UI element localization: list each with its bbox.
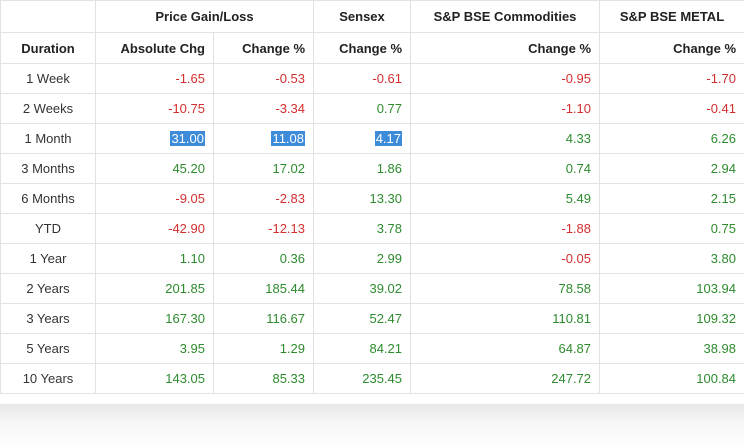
chg-cell: 116.67 bbox=[212, 303, 315, 334]
abs-cell: -42.90 bbox=[95, 213, 214, 244]
commodities-cell: 0.74 bbox=[410, 153, 601, 184]
metal-cell: 3.80 bbox=[599, 243, 744, 274]
sensex-cell: 52.47 bbox=[313, 303, 412, 334]
table-row: 2 Weeks -10.75 -3.34 0.77 -1.10 -0.41 bbox=[0, 93, 744, 124]
metal-cell: 103.94 bbox=[599, 273, 744, 304]
table-row: 2 Years 201.85 185.44 39.02 78.58 103.94 bbox=[0, 273, 744, 304]
absolute-chg-header: Absolute Chg bbox=[95, 32, 214, 64]
abs-cell: 3.95 bbox=[95, 333, 214, 364]
sensex-cell: 0.77 bbox=[313, 93, 412, 124]
metal-cell: 38.98 bbox=[599, 333, 744, 364]
sensex-cell: 13.30 bbox=[313, 183, 412, 214]
commodities-cell: 4.33 bbox=[410, 123, 601, 154]
returns-table: Price Gain/Loss Sensex S&P BSE Commoditi… bbox=[0, 0, 744, 394]
duration-cell: 1 Week bbox=[0, 63, 96, 94]
abs-cell: 143.05 bbox=[95, 363, 214, 394]
metal-cell: -0.41 bbox=[599, 93, 744, 124]
abs-cell: 201.85 bbox=[95, 273, 214, 304]
abs-cell: 1.10 bbox=[95, 243, 214, 274]
abs-cell: -10.75 bbox=[95, 93, 214, 124]
column-header-row: Duration Absolute Chg Change % Change % … bbox=[0, 32, 744, 64]
sensex-cell: 235.45 bbox=[313, 363, 412, 394]
sensex-header: Sensex bbox=[313, 0, 412, 33]
table-row: 10 Years 143.05 85.33 235.45 247.72 100.84 bbox=[0, 363, 744, 394]
selected-text[interactable]: 11.08 bbox=[271, 131, 306, 146]
table-row: 6 Months -9.05 -2.83 13.30 5.49 2.15 bbox=[0, 183, 744, 214]
abs-cell: 45.20 bbox=[95, 153, 214, 184]
chg-cell: -12.13 bbox=[212, 213, 315, 244]
metal-cell: 2.15 bbox=[599, 183, 744, 214]
metal-header: S&P BSE METAL bbox=[599, 0, 744, 33]
duration-cell: 3 Months bbox=[0, 153, 96, 184]
commodities-cell: 247.72 bbox=[410, 363, 601, 394]
sensex-cell: -0.61 bbox=[313, 63, 412, 94]
abs-cell: 167.30 bbox=[95, 303, 214, 334]
duration-cell: 1 Year bbox=[0, 243, 96, 274]
table-row: 3 Years 167.30 116.67 52.47 110.81 109.32 bbox=[0, 303, 744, 334]
table-row: YTD -42.90 -12.13 3.78 -1.88 0.75 bbox=[0, 213, 744, 244]
abs-cell: -9.05 bbox=[95, 183, 214, 214]
selected-text[interactable]: 4.17 bbox=[374, 131, 403, 146]
returns-table-container: Price Gain/Loss Sensex S&P BSE Commoditi… bbox=[0, 0, 744, 394]
table-row: 1 Week -1.65 -0.53 -0.61 -0.95 -1.70 bbox=[0, 63, 744, 94]
table-row: 5 Years 3.95 1.29 84.21 64.87 38.98 bbox=[0, 333, 744, 364]
duration-cell: YTD bbox=[0, 213, 96, 244]
sensex-cell: 4.17 bbox=[313, 123, 412, 154]
chg-cell: 11.08 bbox=[212, 123, 315, 154]
metal-cell: 0.75 bbox=[599, 213, 744, 244]
chg-cell: 185.44 bbox=[212, 273, 315, 304]
metal-change-header: Change % bbox=[599, 32, 744, 64]
duration-cell: 10 Years bbox=[0, 363, 96, 394]
change-pct-header: Change % bbox=[212, 32, 315, 64]
duration-header: Duration bbox=[0, 32, 96, 64]
commodities-cell: 110.81 bbox=[410, 303, 601, 334]
commodities-cell: -0.05 bbox=[410, 243, 601, 274]
commodities-cell: -1.88 bbox=[410, 213, 601, 244]
metal-cell: 100.84 bbox=[599, 363, 744, 394]
sensex-cell: 3.78 bbox=[313, 213, 412, 244]
duration-cell: 1 Month bbox=[0, 123, 96, 154]
price-gain-loss-header: Price Gain/Loss bbox=[94, 0, 315, 33]
commodities-cell: -0.95 bbox=[410, 63, 601, 94]
table-row: 3 Months 45.20 17.02 1.86 0.74 2.94 bbox=[0, 153, 744, 184]
commodities-cell: 64.87 bbox=[410, 333, 601, 364]
sensex-cell: 1.86 bbox=[313, 153, 412, 184]
commodities-change-header: Change % bbox=[410, 32, 601, 64]
chg-cell: 0.36 bbox=[212, 243, 315, 274]
metal-cell: 109.32 bbox=[599, 303, 744, 334]
selected-text[interactable]: 31.00 bbox=[170, 131, 205, 146]
metal-cell: 2.94 bbox=[599, 153, 744, 184]
table-row: 1 Year 1.10 0.36 2.99 -0.05 3.80 bbox=[0, 243, 744, 274]
commodities-header: S&P BSE Commodities bbox=[410, 0, 601, 33]
chg-cell: -2.83 bbox=[212, 183, 315, 214]
duration-cell: 5 Years bbox=[0, 333, 96, 364]
duration-cell: 6 Months bbox=[0, 183, 96, 214]
empty-header-cell bbox=[0, 0, 96, 33]
metal-cell: -1.70 bbox=[599, 63, 744, 94]
duration-cell: 2 Weeks bbox=[0, 93, 96, 124]
chg-cell: -3.34 bbox=[212, 93, 315, 124]
duration-cell: 3 Years bbox=[0, 303, 96, 334]
abs-cell: 31.00 bbox=[95, 123, 214, 154]
sensex-cell: 84.21 bbox=[313, 333, 412, 364]
bottom-shadow bbox=[0, 404, 744, 448]
duration-cell: 2 Years bbox=[0, 273, 96, 304]
sensex-change-header: Change % bbox=[313, 32, 412, 64]
metal-cell: 6.26 bbox=[599, 123, 744, 154]
commodities-cell: -1.10 bbox=[410, 93, 601, 124]
abs-cell: -1.65 bbox=[95, 63, 214, 94]
sensex-cell: 39.02 bbox=[313, 273, 412, 304]
sensex-cell: 2.99 bbox=[313, 243, 412, 274]
group-header-row: Price Gain/Loss Sensex S&P BSE Commoditi… bbox=[0, 0, 744, 33]
commodities-cell: 78.58 bbox=[410, 273, 601, 304]
commodities-cell: 5.49 bbox=[410, 183, 601, 214]
chg-cell: 1.29 bbox=[212, 333, 315, 364]
chg-cell: -0.53 bbox=[212, 63, 315, 94]
chg-cell: 85.33 bbox=[212, 363, 315, 394]
chg-cell: 17.02 bbox=[212, 153, 315, 184]
table-row: 1 Month 31.00 11.08 4.17 4.33 6.26 bbox=[0, 123, 744, 154]
table-body: 1 Week -1.65 -0.53 -0.61 -0.95 -1.70 2 Weeks -1… bbox=[0, 63, 744, 394]
